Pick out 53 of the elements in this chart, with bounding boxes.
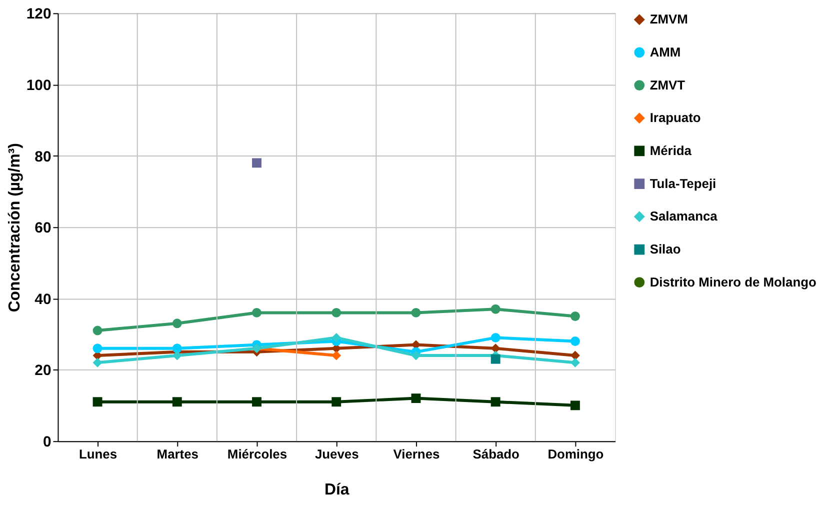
point [570, 358, 580, 368]
point [570, 336, 580, 346]
y-tick-label: 60 [34, 220, 52, 237]
y-tick-label: 100 [26, 76, 52, 94]
y-tick-label: 120 [26, 6, 52, 23]
point [332, 350, 342, 360]
x-tick-label: Lunes [78, 446, 118, 462]
x-tick-label: Jueves [314, 446, 359, 462]
point [172, 350, 182, 360]
point [570, 312, 580, 321]
y-tick-label: 0 [42, 434, 52, 451]
legend-label: Distrito Minero de Molango [650, 274, 816, 290]
legend-label: Silao [650, 241, 681, 256]
point [490, 354, 500, 364]
point [252, 158, 262, 168]
point [490, 397, 500, 407]
point [332, 332, 342, 342]
x-tick-label: Sábado [472, 446, 520, 462]
point [570, 400, 580, 410]
point [172, 318, 182, 328]
point [252, 308, 262, 318]
point [252, 397, 262, 407]
point [411, 394, 421, 404]
point [490, 304, 500, 314]
point [172, 344, 182, 354]
point [570, 350, 580, 360]
y-tick-label: 40 [34, 290, 52, 308]
point [92, 397, 102, 407]
point [411, 350, 421, 360]
legend-label: Tula-Tepeji [650, 176, 716, 191]
legend-label: Mérida [650, 142, 692, 158]
legend-label: Irapuato [650, 110, 701, 126]
point [332, 308, 342, 318]
point [490, 344, 500, 354]
point [332, 397, 342, 407]
y-tick-label: 20 [34, 362, 52, 380]
point [172, 397, 182, 407]
point [92, 344, 102, 354]
x-axis-title: Día [324, 481, 350, 498]
legend-label: ZMVT [650, 77, 686, 92]
point [92, 358, 102, 368]
x-tick-label: Miércoles [227, 446, 288, 462]
point [92, 326, 102, 336]
x-tick-label: Martes [156, 446, 198, 462]
x-tick-label: Viernes [393, 446, 440, 462]
y-tick-label: 80 [34, 148, 52, 166]
point [490, 332, 500, 342]
point [411, 308, 421, 318]
legend-label: AMM [650, 44, 681, 60]
x-tick-label: Domingo [548, 446, 604, 462]
y-axis-title: Concentración (µg/m³) [6, 143, 24, 312]
legend-label: Salamanca [650, 208, 718, 224]
legend-label: ZMVM [650, 12, 688, 27]
